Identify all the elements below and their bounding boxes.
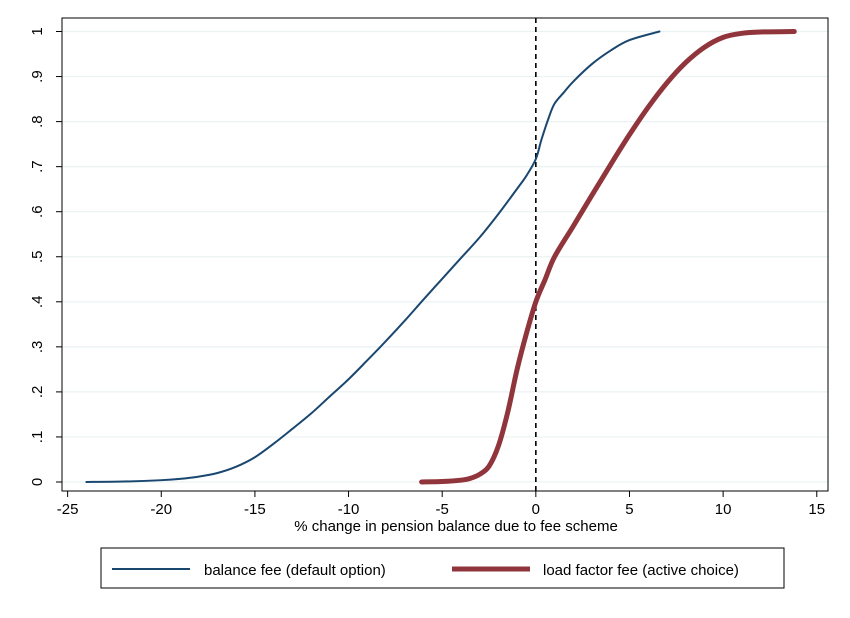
y-tick-label: .7 xyxy=(29,160,46,173)
x-tick-label: -25 xyxy=(57,501,79,518)
x-tick-label: -10 xyxy=(338,501,360,518)
x-axis: -25 -20 -15 -10 -5 0 5 10 15 xyxy=(57,491,825,518)
y-tick-label: 1 xyxy=(29,27,46,35)
legend-label-load-factor-fee: load factor fee (active choice) xyxy=(543,562,739,579)
legend-label-balance-fee: balance fee (default option) xyxy=(204,562,386,579)
series-lines xyxy=(85,29,797,485)
x-tick-label: 15 xyxy=(808,501,825,518)
y-tick-label: .5 xyxy=(29,250,46,263)
balance-fee-line xyxy=(85,30,661,483)
legend-box xyxy=(100,547,785,589)
y-axis: 0 .1 .2 .3 .4 .5 .6 .7 .8 .9 1 xyxy=(29,27,62,486)
gridlines xyxy=(62,30,828,483)
x-tick-label: -20 xyxy=(150,501,172,518)
x-tick-label: 5 xyxy=(625,501,633,518)
x-tick-label: -15 xyxy=(244,501,266,518)
y-tick-label: .2 xyxy=(29,386,46,399)
x-tick-label: -5 xyxy=(436,501,449,518)
load-factor-fee-line xyxy=(419,29,797,485)
y-tick-label: 0 xyxy=(29,478,46,486)
x-tick-label: 10 xyxy=(715,501,732,518)
y-tick-label: .3 xyxy=(29,341,46,354)
x-axis-title: % change in pension balance due to fee s… xyxy=(294,518,618,535)
y-tick-label: .6 xyxy=(29,205,46,218)
y-tick-label: .1 xyxy=(29,431,46,444)
y-tick-label: .4 xyxy=(29,296,46,309)
legend: balance fee (default option) load factor… xyxy=(100,547,785,589)
y-tick-label: .8 xyxy=(29,115,46,128)
x-tick-label: 0 xyxy=(532,501,540,518)
plot-frame xyxy=(61,17,829,492)
y-tick-label: .9 xyxy=(29,70,46,83)
